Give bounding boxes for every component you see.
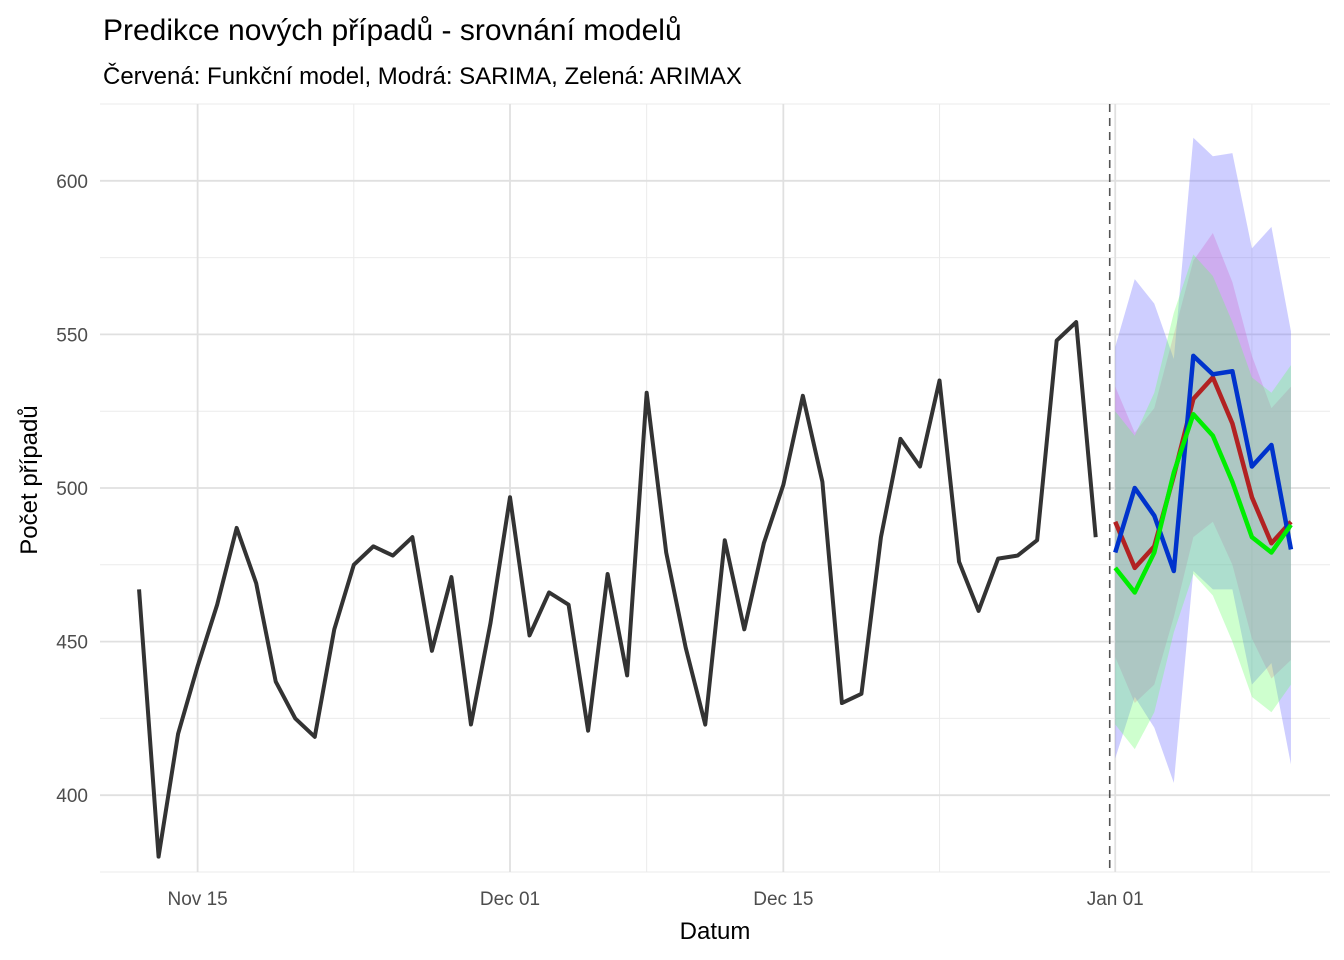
x-axis-title: Datum (680, 918, 751, 945)
x-tick-label: Dec 15 (753, 889, 813, 910)
y-tick-label: 400 (56, 786, 88, 807)
y-tick-label: 600 (56, 172, 88, 193)
confidence-bands (1115, 137, 1291, 783)
x-tick-label: Nov 15 (168, 889, 228, 910)
forecast-band-1 (1115, 137, 1291, 783)
forecast-band-0 (1115, 233, 1291, 704)
chart-subtitle: Červená: Funkční model, Modrá: SARIMA, Z… (103, 62, 742, 90)
forecast-line-0 (1113, 375, 1293, 571)
x-tick-label: Dec 01 (480, 889, 540, 910)
axis-ticks: 400 450 500 550 600 Nov 15 Dec 01 Dec 15 Jan 01 (56, 172, 1143, 910)
observed-line (137, 320, 1098, 859)
x-tick-label: Jan 01 (1087, 889, 1144, 910)
grid (100, 103, 1330, 873)
forecast-band-2 (1115, 254, 1291, 750)
forecast-line-1 (1113, 353, 1294, 574)
chart-title: Predikce nových případů - srovnání model… (103, 14, 682, 47)
y-tick-label: 500 (56, 479, 88, 500)
y-axis-title: Počet případů (16, 405, 43, 554)
y-tick-label: 550 (56, 325, 88, 346)
forecast-line-2 (1113, 412, 1293, 595)
y-tick-label: 450 (56, 633, 88, 654)
series-lines (137, 104, 1294, 872)
